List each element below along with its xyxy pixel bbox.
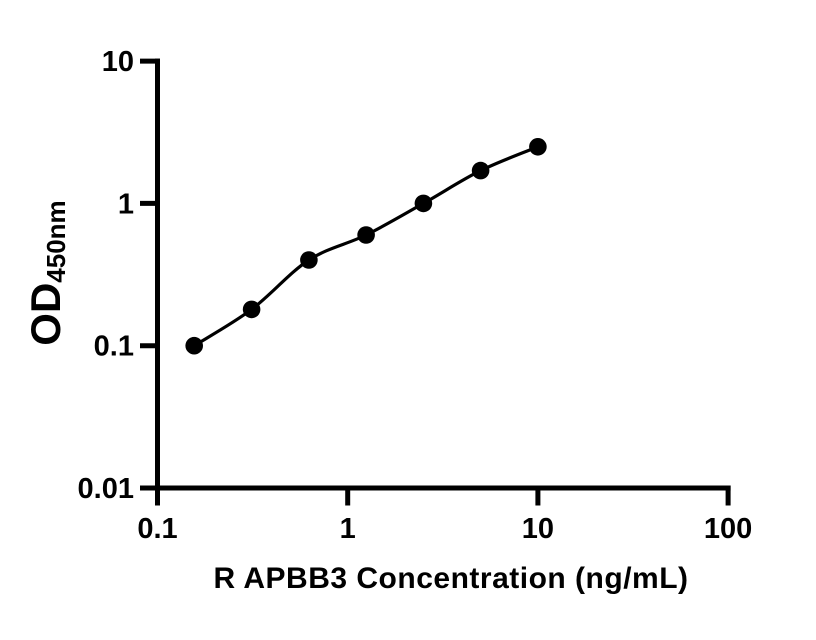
y-axis-title: OD450nm — [22, 193, 71, 353]
x-tick-label: 10 — [522, 513, 554, 545]
y-tick-label: 1 — [118, 188, 134, 220]
x-tick-label: 1 — [340, 513, 356, 545]
data-point — [414, 194, 433, 213]
y-tick-label: 0.01 — [78, 473, 134, 505]
data-point — [529, 138, 547, 156]
data-point — [242, 300, 261, 319]
y-tick-label: 0.1 — [94, 331, 134, 363]
x-tick-label: 0.1 — [137, 513, 177, 545]
x-tick-label: 100 — [704, 513, 752, 545]
data-point — [185, 336, 203, 355]
data-point — [471, 161, 490, 180]
data-point — [300, 251, 318, 269]
y-axis-title-main: OD — [22, 282, 69, 346]
data-point — [357, 226, 375, 244]
x-axis-title: R APBB3 Concentration (ng/mL) — [213, 562, 689, 595]
y-axis-title-subscript: 450nm — [41, 200, 71, 283]
y-tick-label: 10 — [102, 46, 134, 78]
